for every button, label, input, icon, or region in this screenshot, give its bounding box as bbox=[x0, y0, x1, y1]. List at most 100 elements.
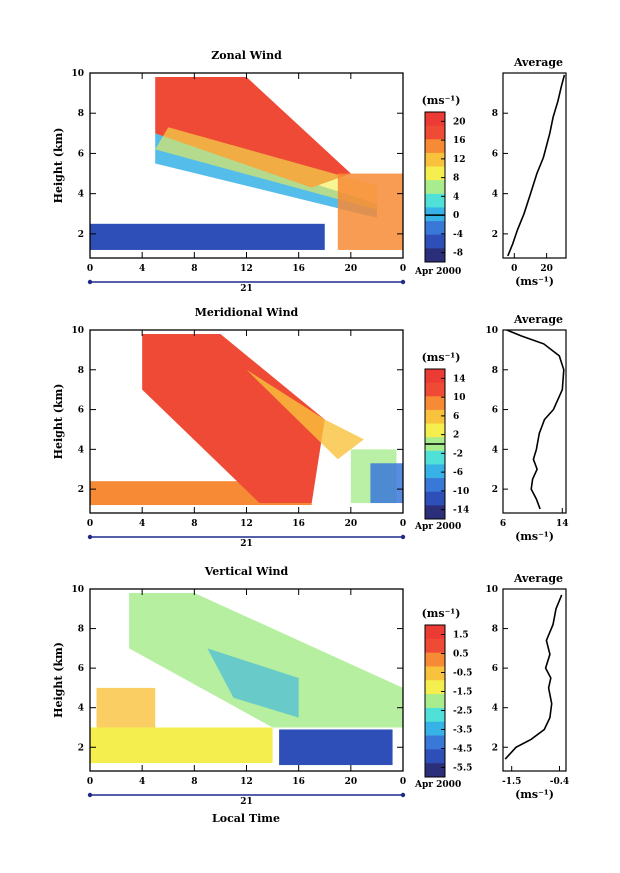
date-label: Apr 2000 bbox=[414, 522, 461, 532]
average-profile-line bbox=[504, 594, 563, 760]
colorbar-swatch bbox=[425, 166, 445, 181]
day-bar-start bbox=[87, 534, 93, 540]
x-tick-label: 4 bbox=[139, 519, 145, 529]
y-tick-label: 6 bbox=[78, 149, 84, 159]
average-y-tick-label: 4 bbox=[492, 190, 498, 200]
colorbar-swatch bbox=[425, 221, 445, 236]
colorbar-frame bbox=[424, 624, 446, 778]
average-y-tick-label: 10 bbox=[485, 585, 498, 595]
day-bar-start bbox=[87, 279, 93, 285]
panel-title: Vertical Wind bbox=[204, 565, 289, 578]
colorbar-unit: (ms⁻¹) bbox=[422, 351, 461, 364]
y-axis-label: Height (km) bbox=[52, 384, 65, 460]
average-x-label: (ms⁻¹) bbox=[515, 788, 554, 801]
x-axis-label: Local Time bbox=[212, 812, 280, 825]
average-title: Average bbox=[513, 572, 563, 585]
average-frame bbox=[502, 329, 567, 514]
average-y-tick-label: 8 bbox=[492, 625, 498, 635]
x-tick-label: 20 bbox=[345, 519, 358, 529]
heatmap-band bbox=[279, 729, 393, 766]
heatmap-band bbox=[90, 727, 273, 764]
y-tick-label: 10 bbox=[71, 69, 84, 79]
average-y-tick-label: 8 bbox=[492, 109, 498, 119]
colorbar-swatch bbox=[425, 505, 445, 520]
y-tick-label: 6 bbox=[78, 406, 84, 416]
colorbar-tick-label: -5.5 bbox=[453, 764, 472, 774]
average-title: Average bbox=[513, 313, 563, 326]
average-y-tick-label: 4 bbox=[492, 704, 498, 714]
y-tick-label: 4 bbox=[78, 704, 84, 714]
colorbar-swatch bbox=[425, 749, 445, 764]
average-x-tick-label: -1.5 bbox=[502, 777, 521, 787]
heatmap-band bbox=[142, 333, 325, 504]
colorbar-swatch bbox=[425, 735, 445, 750]
colorbar-swatch bbox=[425, 193, 445, 208]
x-tick-label: 12 bbox=[240, 777, 253, 787]
colorbar-swatch bbox=[425, 694, 445, 709]
average-y-tick-label: 2 bbox=[492, 230, 498, 240]
x-tick-label: 12 bbox=[240, 519, 253, 529]
y-tick-label: 4 bbox=[78, 445, 84, 455]
x-tick-label: 0 bbox=[87, 519, 93, 529]
average-x-label: (ms⁻¹) bbox=[515, 530, 554, 543]
panel-title: Zonal Wind bbox=[211, 49, 282, 62]
day-bar-start bbox=[87, 792, 93, 798]
colorbar-tick-label: 2 bbox=[453, 431, 459, 441]
day-bar-end bbox=[400, 534, 406, 540]
average-y-tick-label: 6 bbox=[492, 664, 498, 674]
colorbar-swatch bbox=[425, 423, 445, 438]
heatmap-band bbox=[129, 592, 403, 728]
average-y-tick-label: 2 bbox=[492, 485, 498, 495]
heatmap-band bbox=[246, 369, 364, 460]
colorbar-swatch bbox=[425, 464, 445, 479]
day-bar-end bbox=[400, 792, 406, 798]
colorbar-swatch bbox=[425, 652, 445, 667]
y-tick-label: 8 bbox=[78, 625, 84, 635]
colorbar-tick-label: -10 bbox=[453, 487, 469, 497]
x-tick-label: 20 bbox=[345, 264, 358, 274]
x-tick-label: 0 bbox=[400, 777, 406, 787]
colorbar-swatch bbox=[425, 707, 445, 723]
colorbar-tick-label: 20 bbox=[453, 117, 466, 127]
average-x-tick-label: -0.4 bbox=[550, 777, 569, 787]
average-title: Average bbox=[513, 56, 563, 69]
heatmap-band bbox=[155, 127, 377, 210]
colorbar-swatch bbox=[425, 139, 445, 154]
x-tick-label: 0 bbox=[400, 519, 406, 529]
average-frame bbox=[502, 588, 567, 772]
y-tick-label: 2 bbox=[78, 230, 84, 240]
colorbar-tick-label: -8 bbox=[453, 249, 463, 259]
colorbar-swatch bbox=[425, 638, 445, 654]
heatmap-field bbox=[90, 77, 403, 250]
y-tick-label: 8 bbox=[78, 109, 84, 119]
panel-title: Meridional Wind bbox=[195, 306, 299, 319]
y-axis-label: Height (km) bbox=[52, 642, 65, 718]
y-axis-label: Height (km) bbox=[52, 128, 65, 204]
x-tick-label: 8 bbox=[191, 264, 197, 274]
colorbar-tick-label: 10 bbox=[453, 393, 466, 403]
x-tick-label: 4 bbox=[139, 777, 145, 787]
average-x-label: (ms⁻¹) bbox=[515, 275, 554, 288]
average-profile-line bbox=[506, 329, 565, 510]
x-tick-label: 12 bbox=[240, 264, 253, 274]
colorbar-tick-label: 12 bbox=[453, 155, 466, 165]
colorbar-tick-label: 0.5 bbox=[453, 650, 469, 660]
day-label: 21 bbox=[240, 539, 253, 549]
panel-2: Vertical Wind 2 4 6 8 10 0 4 8 12 16 20 0 Height (km)… bbox=[52, 565, 569, 807]
date-label: Apr 2000 bbox=[414, 267, 461, 277]
heatmap-band bbox=[370, 463, 403, 504]
colorbar-swatch bbox=[425, 152, 445, 168]
y-tick-label: 8 bbox=[78, 366, 84, 376]
average-y-tick-label: 6 bbox=[492, 149, 498, 159]
colorbar-unit: (ms⁻¹) bbox=[422, 94, 461, 107]
colorbar-tick-label: -1.5 bbox=[453, 688, 472, 698]
colorbar-swatch bbox=[425, 721, 445, 737]
average-y-tick-label: 2 bbox=[492, 743, 498, 753]
y-tick-label: 2 bbox=[78, 485, 84, 495]
y-tick-label: 4 bbox=[78, 190, 84, 200]
average-frame bbox=[502, 72, 567, 259]
average-y-tick-label: 10 bbox=[485, 326, 498, 336]
colorbar-swatch bbox=[425, 248, 445, 263]
heatmap-band bbox=[207, 648, 299, 718]
